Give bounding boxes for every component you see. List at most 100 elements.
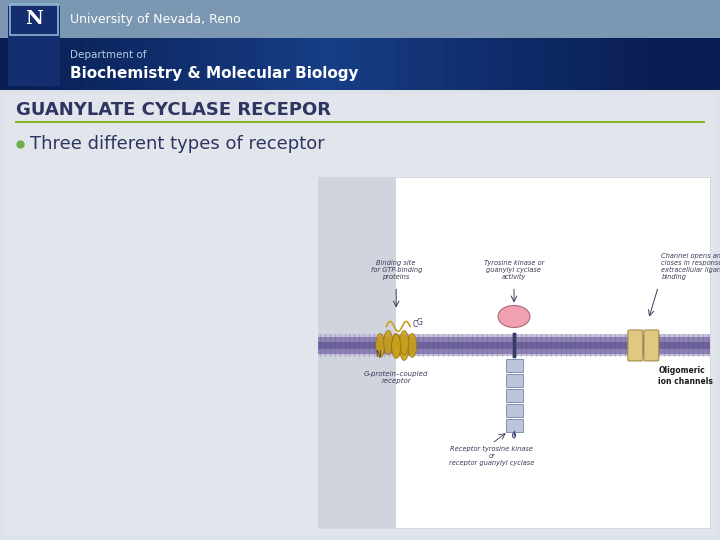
Bar bbox=[0, 90, 720, 540]
Bar bbox=[384, 38, 396, 90]
Bar bbox=[600, 38, 612, 90]
Bar bbox=[696, 38, 708, 90]
Bar bbox=[612, 38, 624, 90]
FancyBboxPatch shape bbox=[505, 374, 523, 387]
Ellipse shape bbox=[498, 306, 530, 327]
FancyBboxPatch shape bbox=[505, 359, 523, 372]
Bar bbox=[108, 38, 120, 90]
Text: Three different types of receptor: Three different types of receptor bbox=[30, 135, 325, 153]
Ellipse shape bbox=[392, 334, 401, 357]
Ellipse shape bbox=[400, 336, 409, 361]
Bar bbox=[552, 38, 564, 90]
Bar bbox=[156, 38, 168, 90]
FancyBboxPatch shape bbox=[505, 419, 523, 432]
Text: GUANYLATE CYCLASE RECEPOR: GUANYLATE CYCLASE RECEPOR bbox=[16, 101, 331, 119]
Text: Department of: Department of bbox=[70, 50, 146, 59]
Ellipse shape bbox=[400, 330, 409, 354]
Bar bbox=[564, 38, 576, 90]
Bar bbox=[318, 337, 710, 342]
Bar bbox=[516, 38, 528, 90]
Bar bbox=[12, 38, 24, 90]
Bar bbox=[228, 38, 240, 90]
Bar bbox=[60, 38, 72, 90]
Bar bbox=[432, 38, 444, 90]
Bar bbox=[528, 38, 540, 90]
Text: C: C bbox=[412, 320, 418, 329]
Bar bbox=[540, 38, 552, 90]
Bar bbox=[180, 38, 192, 90]
Bar bbox=[318, 334, 710, 337]
Ellipse shape bbox=[384, 330, 392, 354]
Bar bbox=[84, 38, 96, 90]
Bar bbox=[318, 349, 710, 354]
Text: Receptor tyrosine kinase
or
receptor guanylyl cyclase: Receptor tyrosine kinase or receptor gua… bbox=[449, 446, 535, 465]
Text: G-protein–coupled
receptor: G-protein–coupled receptor bbox=[364, 370, 428, 384]
Bar bbox=[588, 38, 600, 90]
Bar bbox=[504, 38, 516, 90]
Bar bbox=[312, 38, 324, 90]
Bar bbox=[4, 94, 716, 536]
Bar bbox=[348, 38, 360, 90]
Bar bbox=[360, 38, 372, 90]
Bar bbox=[468, 38, 480, 90]
FancyBboxPatch shape bbox=[644, 330, 659, 361]
Text: Biochemistry & Molecular Biology: Biochemistry & Molecular Biology bbox=[70, 66, 359, 81]
Bar bbox=[8, 6, 60, 86]
Text: Tyrosine kinase or
guanylyl cyclase
activity: Tyrosine kinase or guanylyl cyclase acti… bbox=[484, 260, 544, 280]
Bar bbox=[624, 38, 636, 90]
FancyBboxPatch shape bbox=[505, 404, 523, 417]
Bar bbox=[36, 38, 48, 90]
Text: N: N bbox=[375, 350, 381, 360]
Bar bbox=[48, 38, 60, 90]
Bar bbox=[318, 342, 710, 349]
Bar bbox=[372, 38, 384, 90]
Text: G: G bbox=[416, 318, 422, 327]
Ellipse shape bbox=[376, 334, 384, 357]
Bar bbox=[408, 38, 420, 90]
Ellipse shape bbox=[408, 334, 417, 357]
FancyBboxPatch shape bbox=[628, 330, 643, 361]
Bar bbox=[24, 38, 36, 90]
Bar bbox=[648, 38, 660, 90]
Bar bbox=[168, 38, 180, 90]
Bar bbox=[336, 38, 348, 90]
Ellipse shape bbox=[392, 334, 401, 359]
Bar bbox=[324, 38, 336, 90]
Text: N: N bbox=[25, 10, 43, 29]
Bar bbox=[276, 38, 288, 90]
Text: Channel opens and
closes in response to
extracellular ligand
binding: Channel opens and closes in response to … bbox=[662, 253, 720, 280]
Bar bbox=[318, 177, 396, 528]
Bar bbox=[10, 4, 58, 35]
Text: University of Nevada, Reno: University of Nevada, Reno bbox=[70, 12, 240, 25]
Bar bbox=[192, 38, 204, 90]
Text: Binding site
for GTP-binding
proteins: Binding site for GTP-binding proteins bbox=[371, 260, 422, 280]
Bar bbox=[72, 38, 84, 90]
Bar bbox=[0, 0, 720, 38]
Bar bbox=[96, 38, 108, 90]
Bar bbox=[318, 177, 710, 528]
Bar bbox=[144, 38, 156, 90]
Bar bbox=[480, 38, 492, 90]
Bar bbox=[240, 38, 252, 90]
Bar bbox=[396, 38, 408, 90]
Bar bbox=[300, 38, 312, 90]
Bar bbox=[660, 38, 672, 90]
Bar bbox=[456, 38, 468, 90]
Bar bbox=[0, 38, 12, 90]
Bar bbox=[132, 38, 144, 90]
Bar bbox=[288, 38, 300, 90]
Bar bbox=[672, 38, 684, 90]
Bar bbox=[252, 38, 264, 90]
Bar bbox=[492, 38, 504, 90]
Bar bbox=[708, 38, 720, 90]
Bar bbox=[264, 38, 276, 90]
Bar bbox=[318, 354, 710, 356]
Bar bbox=[636, 38, 648, 90]
Bar bbox=[420, 38, 432, 90]
Bar bbox=[120, 38, 132, 90]
Bar bbox=[444, 38, 456, 90]
Bar bbox=[216, 38, 228, 90]
Bar bbox=[576, 38, 588, 90]
Bar bbox=[204, 38, 216, 90]
Bar bbox=[684, 38, 696, 90]
